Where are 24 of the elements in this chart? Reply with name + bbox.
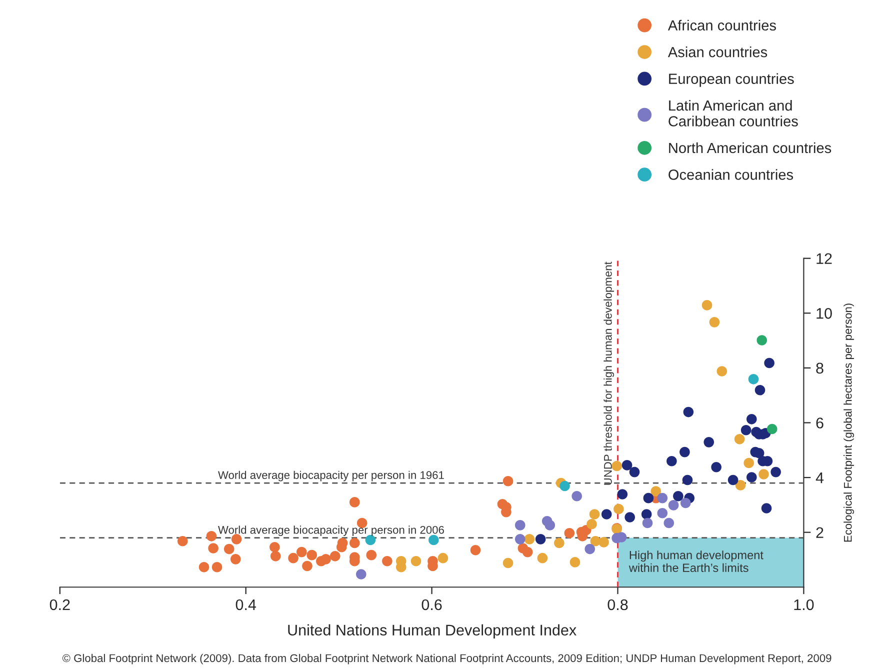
- x-tick-label: 0.6: [422, 599, 442, 610]
- y-tick-label: 12: [816, 253, 832, 264]
- legend-label: Latin American and Caribbean countries: [668, 100, 798, 126]
- legend-label: North American countries: [669, 142, 832, 154]
- ref-line-label: World average biocapacity per person in 1961: [218, 470, 444, 482]
- x-tick-label: 0.2: [50, 599, 70, 610]
- legend-label: Asian countries: [668, 46, 768, 58]
- y-tick-label: 6: [816, 418, 824, 428]
- ref-line-label: World average biocapacity per person in 2006: [218, 526, 444, 536]
- legend-label: European countries: [669, 73, 794, 87]
- y-tick-label: 2: [816, 527, 824, 538]
- y-tick-label: 8: [816, 362, 824, 374]
- x-axis-title: United Nations Human Development Index: [288, 624, 576, 639]
- x-tick-label: 0.4: [236, 599, 256, 610]
- text: © Global Footprint Network (2009). Data from Global Footprint Network National Footprint Accounts, 2009 Edition; UNDP Human Development Report, 2009: [62, 654, 832, 664]
- y-tick-label: 10: [816, 308, 832, 319]
- y-tick-label: 4: [816, 472, 824, 484]
- band-label: High human development within the Earth’s limits: [628, 550, 764, 572]
- x-tick-label: 1.0: [794, 599, 814, 610]
- x-tick-label: 0.8: [608, 599, 628, 610]
- legend-label: Oceanian countries: [668, 169, 794, 180]
- ref-line-label: UNDP threshold for high human development: [604, 262, 614, 485]
- legend-label: African countries: [668, 20, 776, 31]
- y-axis-title: Ecological Footprint (global hectares per person): [844, 304, 854, 542]
